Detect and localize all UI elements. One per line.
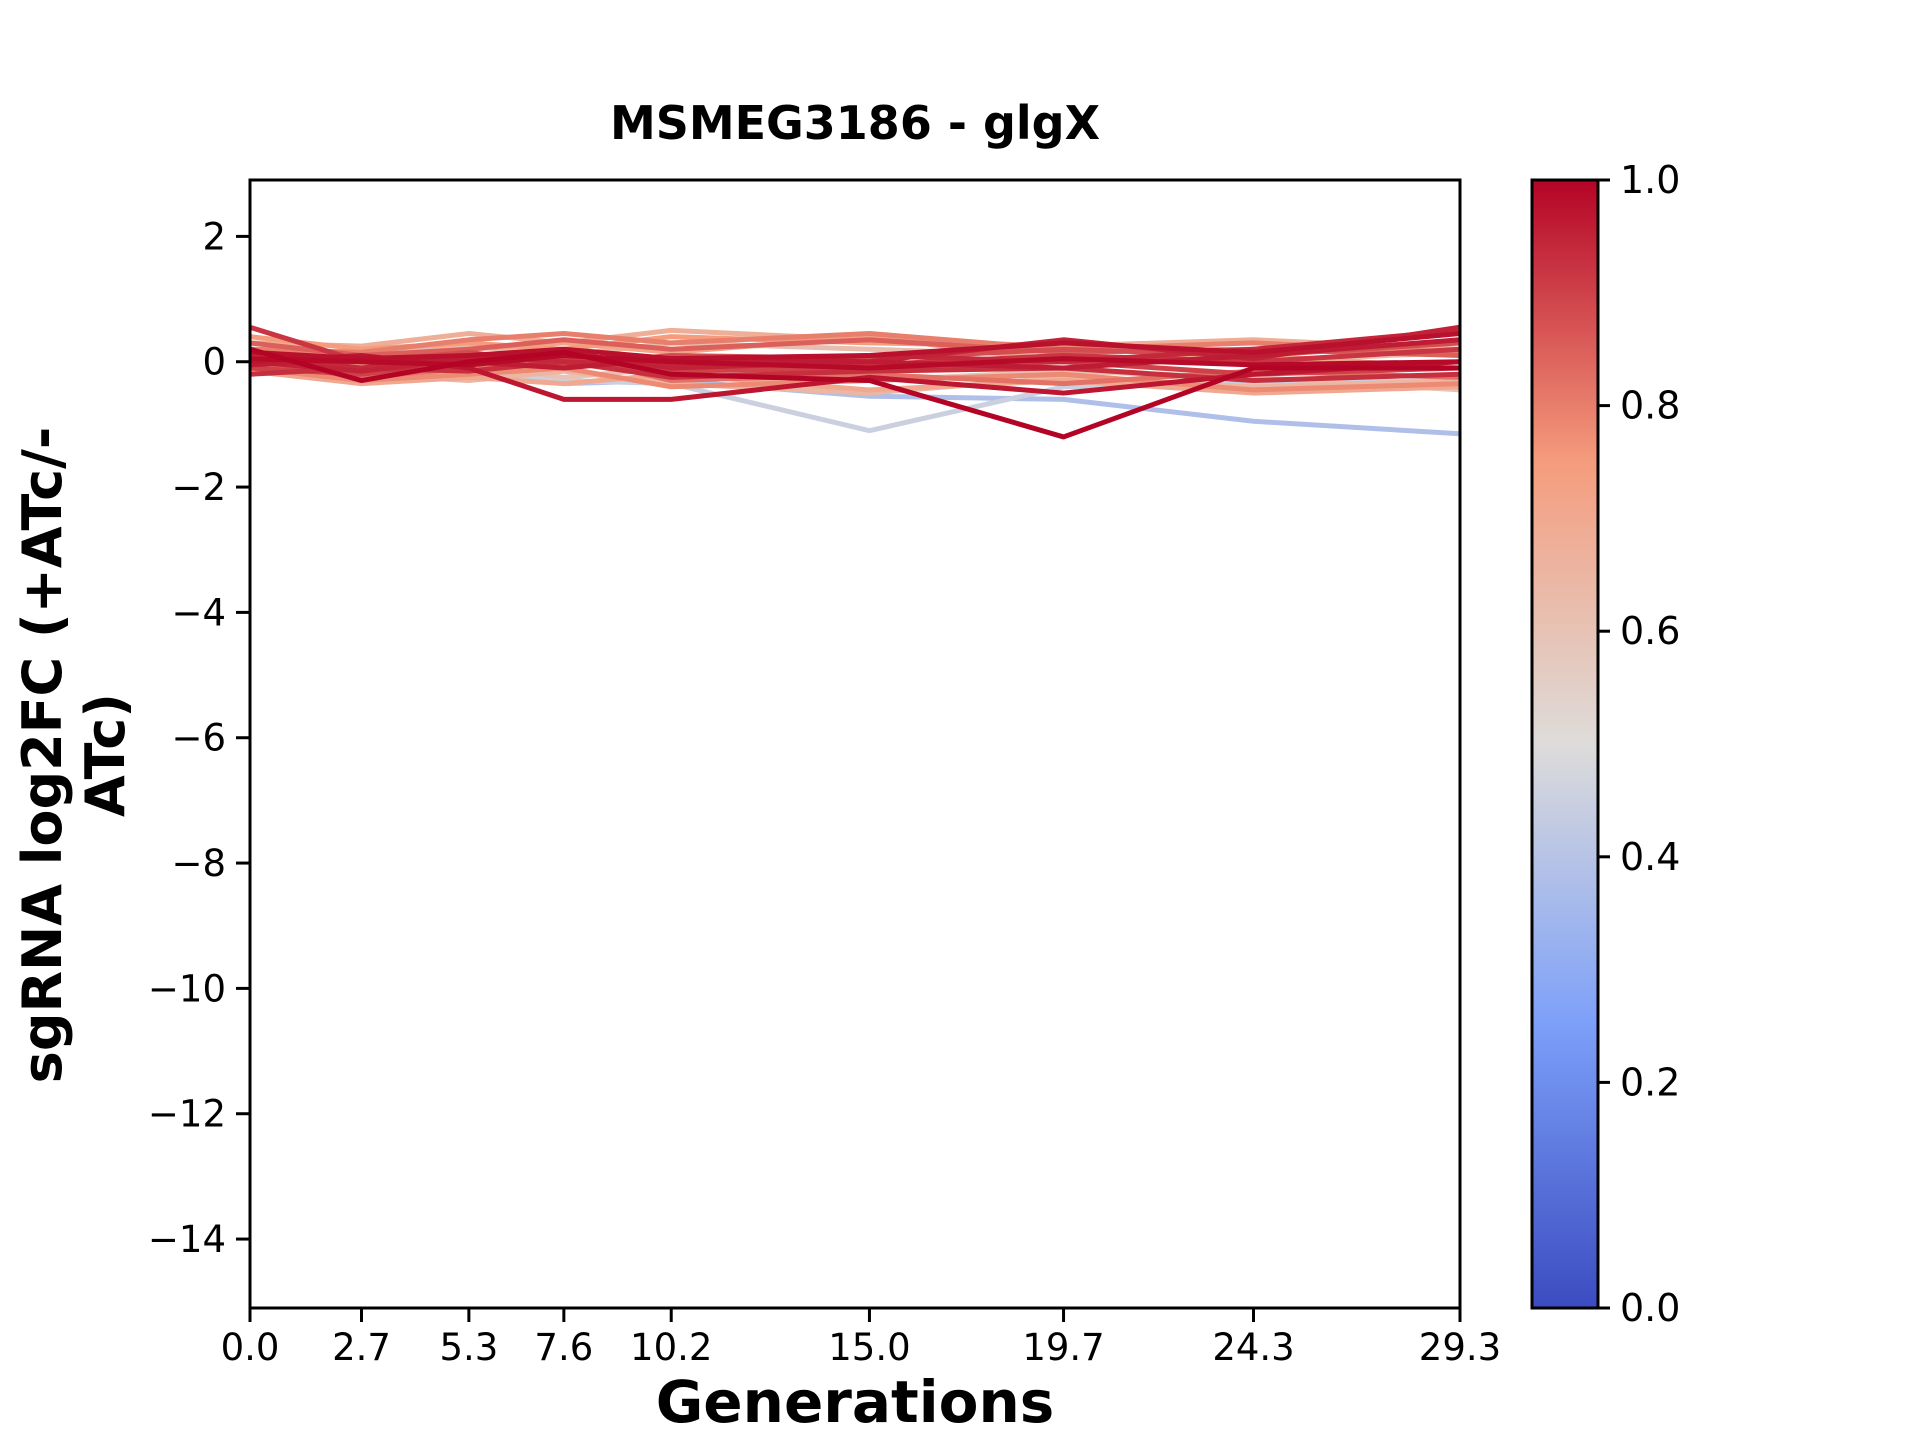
colorbar-ticks: 0.0 0.2 0.4 0.6 0.8 1.0	[1598, 158, 1680, 1330]
y-axis-label: sgRNA log2FC (+ATc/-ATc)	[11, 426, 137, 1084]
series-sgRNA_10	[250, 365, 1460, 393]
x-tick-label: 5.3	[439, 1326, 498, 1369]
y-tick-label: 0	[202, 341, 226, 384]
plot-border	[248, 178, 1462, 1310]
colorbar-tick-label: 0.0	[1620, 1286, 1680, 1330]
x-tick-label: 7.6	[534, 1326, 593, 1369]
chart-title: MSMEG3186 - glgX	[609, 96, 1101, 150]
x-tick-label: 15.0	[828, 1326, 910, 1369]
y-tick-label: −4	[171, 591, 226, 634]
x-tick-label: 0.0	[221, 1326, 280, 1369]
colorbar-tick-label: 0.8	[1620, 384, 1680, 428]
x-tick-label: 2.7	[332, 1326, 391, 1369]
colorbar	[1532, 180, 1598, 1308]
series-sgRNA_23	[250, 352, 1460, 371]
x-tick-label: 29.3	[1419, 1326, 1501, 1369]
colorbar-tick-label: 1.0	[1620, 158, 1680, 202]
y-tick-label: −14	[148, 1218, 226, 1261]
y-axis-ticks: 2 0 −2 −4 −6 −8 −10 −12 −14	[148, 215, 250, 1261]
colorbar-tick-label: 0.6	[1620, 609, 1680, 653]
x-tick-label: 19.7	[1022, 1326, 1104, 1369]
sgrna-lines	[250, 324, 1460, 440]
series-sgRNA_24	[250, 346, 1460, 440]
y-tick-label: 2	[202, 215, 226, 258]
colorbar-tick-label: 0.2	[1620, 1060, 1680, 1104]
x-tick-label: 10.2	[630, 1326, 712, 1369]
series-sgRNA_19	[250, 324, 1460, 374]
series-sgRNA_11	[250, 331, 1460, 355]
series-sgRNA_06	[250, 327, 1460, 352]
x-axis-label: Generations	[655, 1368, 1055, 1436]
x-axis-ticks: 0.0 2.7 5.3 7.6 10.2 15.0 19.7 24.3 29.3	[221, 1308, 1501, 1369]
y-tick-label: −10	[148, 967, 226, 1010]
x-tick-label: 24.3	[1212, 1326, 1294, 1369]
y-tick-label: −8	[171, 842, 226, 885]
y-tick-label: −6	[171, 717, 226, 760]
y-tick-label: −12	[148, 1093, 226, 1136]
series-sgRNA_22	[250, 331, 1460, 362]
y-tick-label: −2	[171, 466, 226, 509]
colorbar-tick-label: 0.4	[1620, 835, 1680, 879]
colorbar-border	[1530, 178, 1600, 1310]
